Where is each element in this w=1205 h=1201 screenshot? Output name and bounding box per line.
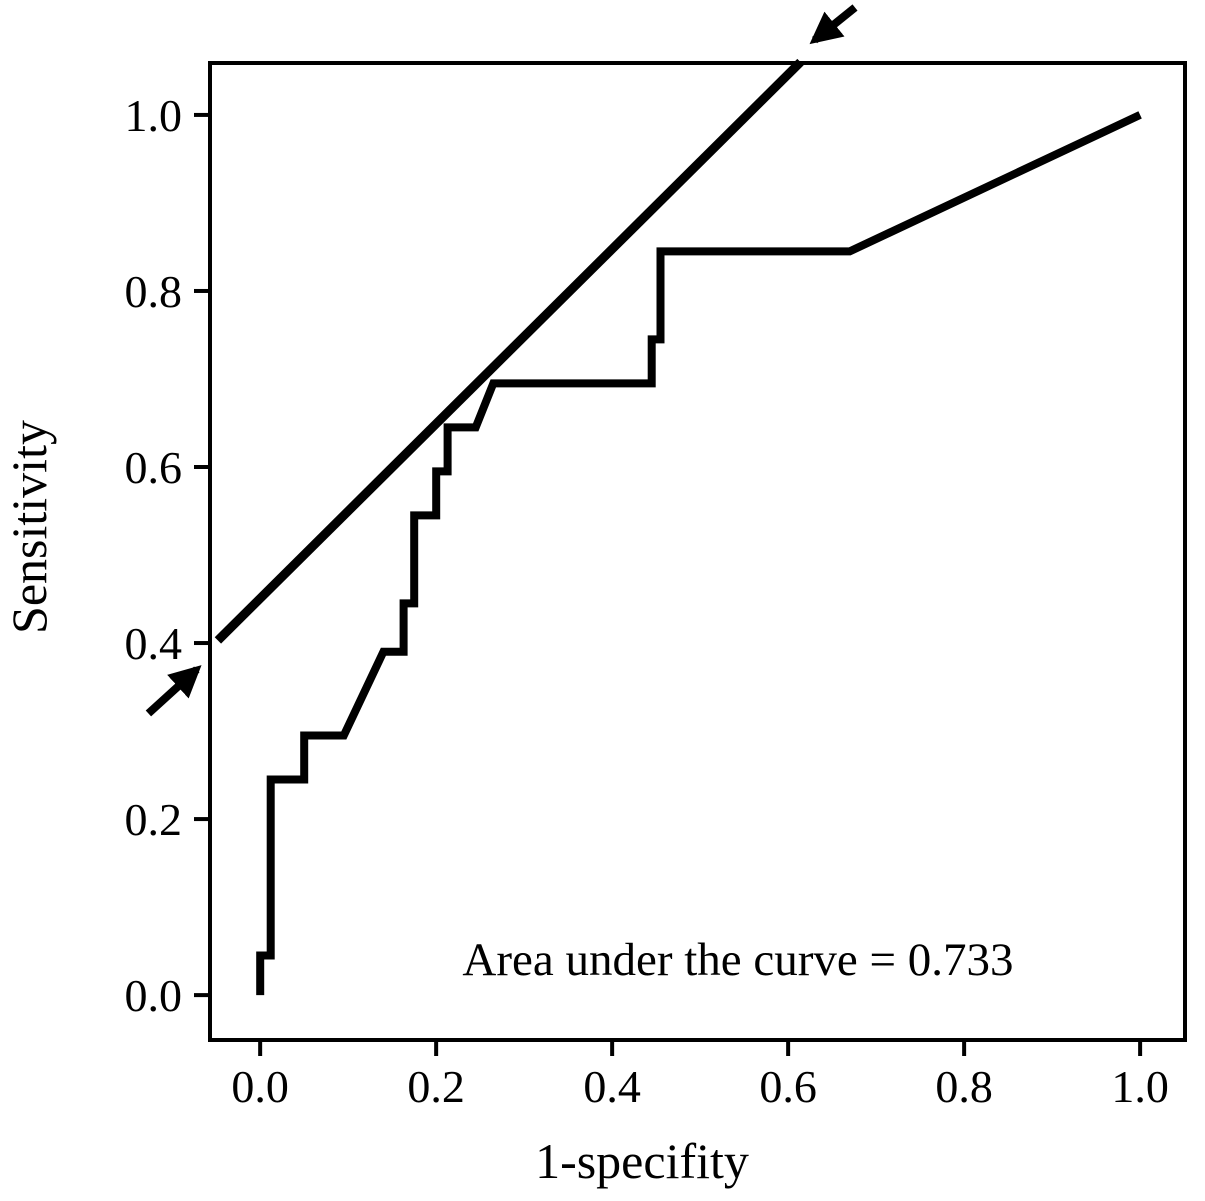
x-axis-label: 1-specifity bbox=[535, 1133, 749, 1189]
y-tick-label: 0.6 bbox=[125, 442, 183, 493]
reference-line bbox=[214, 58, 804, 644]
lower-cutoff-arrow bbox=[145, 665, 202, 717]
axis-ticks bbox=[194, 112, 1143, 1056]
y-tick-label: 0.2 bbox=[125, 794, 183, 845]
auc-annotation: Area under the curve = 0.733 bbox=[462, 934, 1013, 986]
x-tick-label: 0.0 bbox=[231, 1061, 289, 1112]
x-tick-label: 0.6 bbox=[759, 1061, 817, 1112]
x-tick-label: 1.0 bbox=[1111, 1061, 1169, 1112]
y-tick-label: 0.8 bbox=[125, 266, 183, 317]
x-tick-label: 0.8 bbox=[935, 1061, 993, 1112]
plot-box bbox=[208, 61, 1187, 1042]
roc-curve-line bbox=[256, 111, 1142, 996]
upper-cutoff-arrow bbox=[809, 4, 858, 45]
cutoff-arrows bbox=[145, 4, 858, 717]
chart-series bbox=[214, 58, 1142, 996]
y-axis-label: Sensitivity bbox=[1, 420, 57, 634]
x-tick-label: 0.2 bbox=[407, 1061, 465, 1112]
axis-tick-labels: 0.0 0.2 0.4 0.6 0.8 1.0 0.0 0.2 0.4 0.6 0.8 1.0 bbox=[125, 90, 1169, 1112]
y-tick-label: 1.0 bbox=[125, 90, 183, 141]
x-tick-label: 0.4 bbox=[583, 1061, 641, 1112]
y-tick-label: 0.0 bbox=[125, 970, 183, 1021]
y-tick-label: 0.4 bbox=[125, 618, 183, 669]
